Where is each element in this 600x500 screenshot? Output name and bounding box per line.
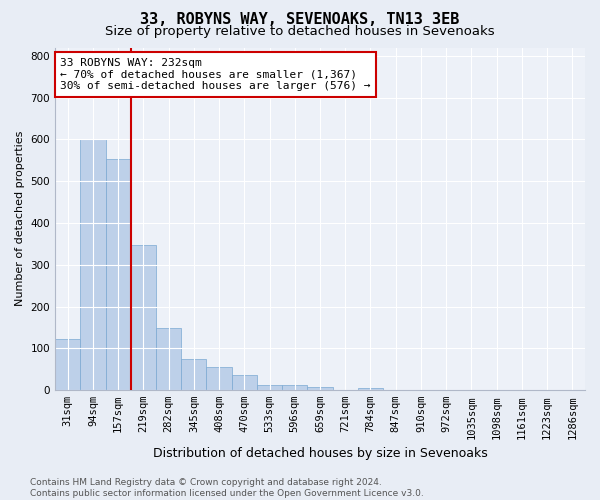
Bar xyxy=(307,387,332,390)
Bar xyxy=(55,339,80,390)
Bar xyxy=(206,367,232,390)
Text: 33, ROBYNS WAY, SEVENOAKS, TN13 3EB: 33, ROBYNS WAY, SEVENOAKS, TN13 3EB xyxy=(140,12,460,28)
Bar xyxy=(257,384,282,390)
Y-axis label: Number of detached properties: Number of detached properties xyxy=(15,131,25,306)
Text: 33 ROBYNS WAY: 232sqm
← 70% of detached houses are smaller (1,367)
30% of semi-d: 33 ROBYNS WAY: 232sqm ← 70% of detached … xyxy=(61,58,371,91)
Bar xyxy=(358,388,383,390)
X-axis label: Distribution of detached houses by size in Sevenoaks: Distribution of detached houses by size … xyxy=(152,447,487,460)
Text: Contains HM Land Registry data © Crown copyright and database right 2024.
Contai: Contains HM Land Registry data © Crown c… xyxy=(30,478,424,498)
Bar xyxy=(80,139,106,390)
Bar xyxy=(131,244,156,390)
Text: Size of property relative to detached houses in Sevenoaks: Size of property relative to detached ho… xyxy=(105,25,495,38)
Bar xyxy=(181,358,206,390)
Bar xyxy=(156,328,181,390)
Bar xyxy=(232,376,257,390)
Bar xyxy=(106,159,131,390)
Bar xyxy=(282,385,307,390)
